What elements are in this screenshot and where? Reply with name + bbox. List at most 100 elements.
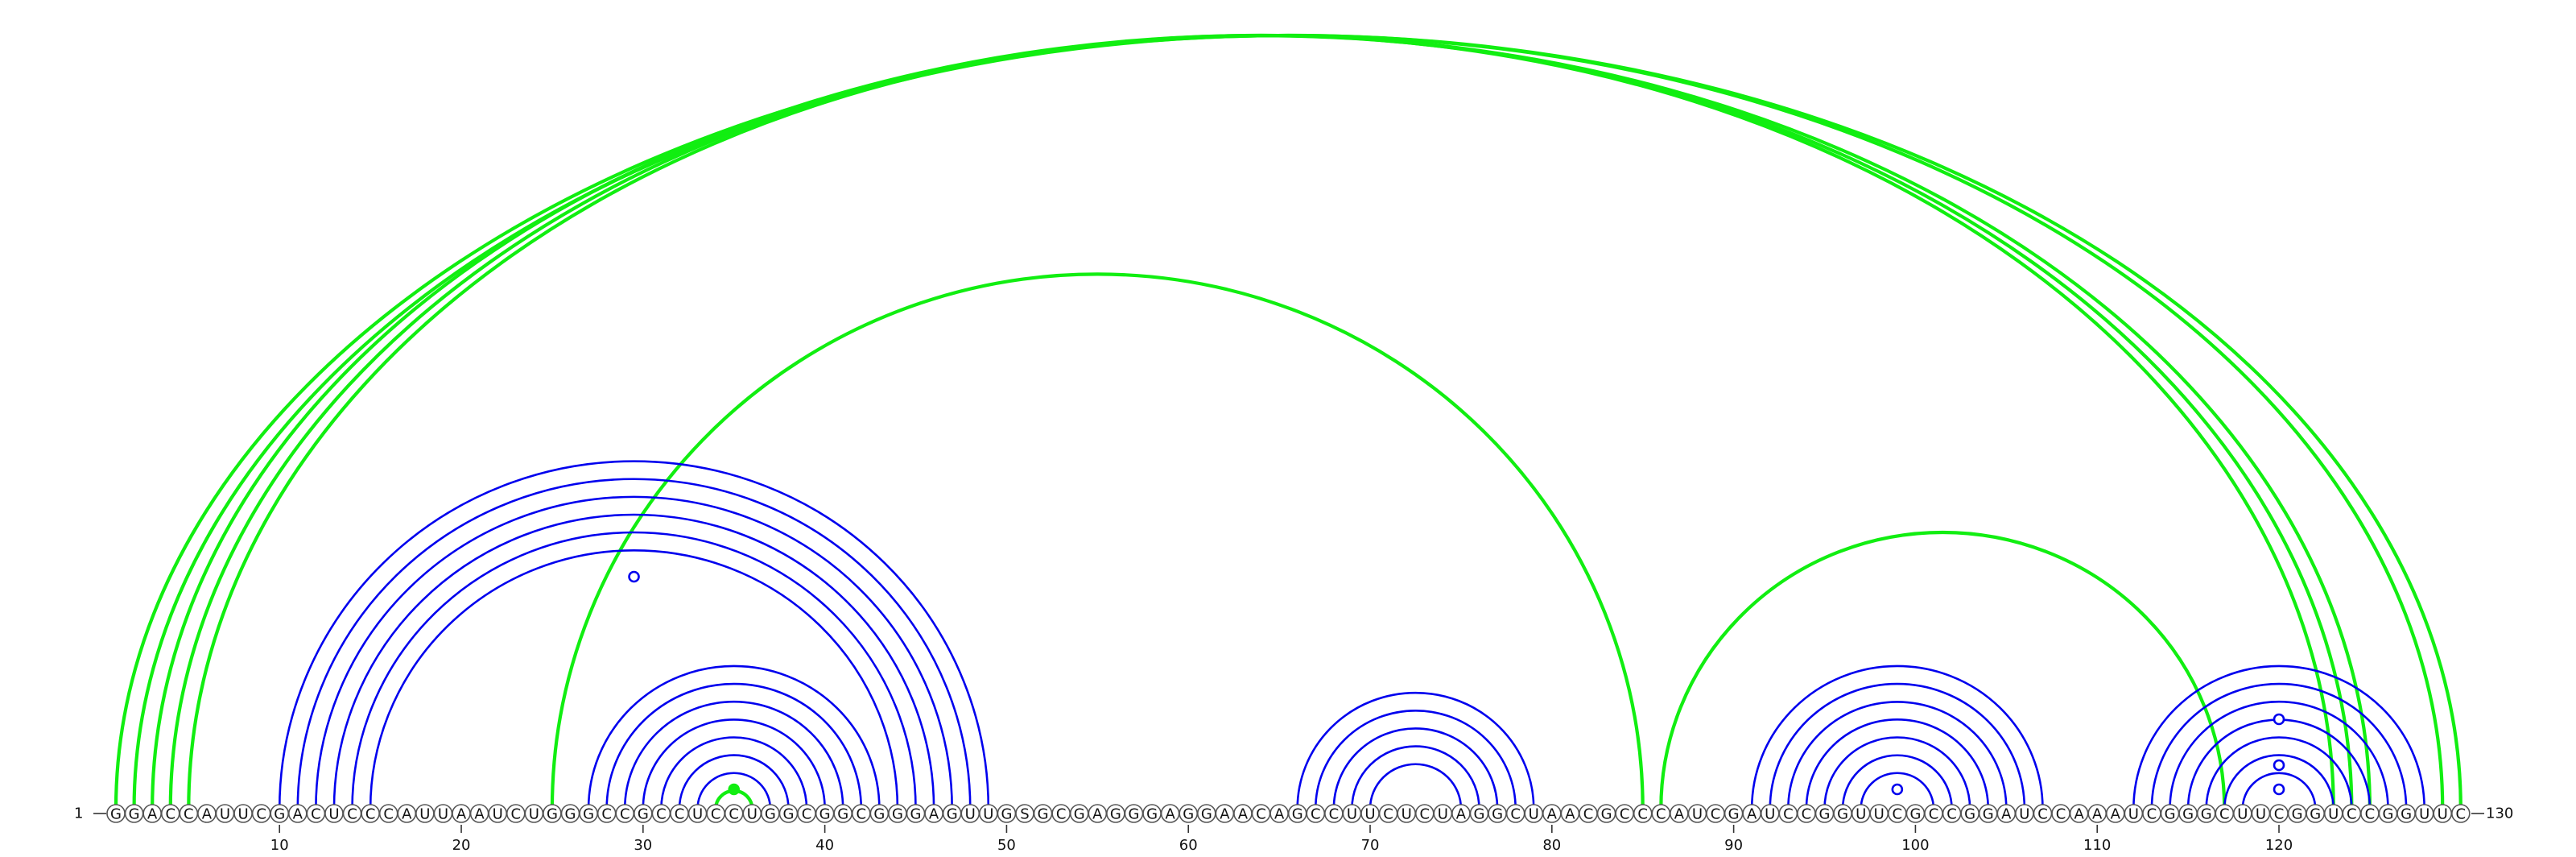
nucleotide-letter: S xyxy=(1020,806,1029,823)
nucleotide-letter: C xyxy=(1929,806,1939,823)
blue-arc xyxy=(1351,745,1480,809)
nucleotide-letter: U xyxy=(1402,806,1412,823)
nucleotide-letter: U xyxy=(2019,806,2029,823)
arc-marker xyxy=(728,783,741,796)
nucleotide-letter: C xyxy=(2219,806,2230,823)
nucleotide-letter: A xyxy=(2111,806,2121,823)
nucleotide-letter: C xyxy=(1946,806,1957,823)
sequence-end-label: 130 xyxy=(2486,805,2513,822)
nucleotide-letter: U xyxy=(2328,806,2339,823)
nucleotide-letter: A xyxy=(1674,806,1685,823)
nucleotide-letter: A xyxy=(1220,806,1230,823)
tick-label: 60 xyxy=(1179,837,1198,854)
blue-arc xyxy=(1314,710,1517,809)
blue-arc xyxy=(2169,700,2389,809)
nucleotide-letter: C xyxy=(1383,806,1393,823)
nucleotide-letter: G xyxy=(1964,806,1975,823)
nucleotide-letter: C xyxy=(1329,806,1340,823)
nucleotide-letter: C xyxy=(1583,806,1594,823)
blue-arc xyxy=(660,736,808,809)
blue-arc xyxy=(1860,772,1935,809)
blue-arc xyxy=(623,700,844,809)
nucleotide-letter: C xyxy=(601,806,612,823)
tick-label: 80 xyxy=(1542,837,1561,854)
tick-label: 30 xyxy=(634,837,652,854)
nucleotide-letter: C xyxy=(1711,806,1721,823)
nucleotide-letter: G xyxy=(1601,806,1612,823)
blue-arc xyxy=(2205,736,2353,809)
nucleotide-letter: C xyxy=(347,806,357,823)
tick-label: 10 xyxy=(270,837,289,854)
nucleotide-letter: U xyxy=(529,806,539,823)
nucleotide-letter: G xyxy=(873,806,885,823)
nucleotide-letter: U xyxy=(438,806,448,823)
tick-label: 50 xyxy=(997,837,1016,854)
nucleotide-letter: A xyxy=(1274,806,1285,823)
nucleotide-letter: G xyxy=(2182,806,2194,823)
nucleotide-letter: A xyxy=(1238,806,1249,823)
green-arc xyxy=(151,33,2372,809)
nucleotide-letter: A xyxy=(147,806,158,823)
blue-arc xyxy=(278,460,990,809)
tick-label: 100 xyxy=(1901,837,1929,854)
nucleotide-letter: C xyxy=(856,806,866,823)
nucleotide-letter: U xyxy=(1438,806,1448,823)
nucleotide-letter: C xyxy=(383,806,394,823)
nucleotide-letter: C xyxy=(256,806,266,823)
nucleotide-letter: G xyxy=(1129,806,1140,823)
nucleotide-letter: G xyxy=(892,806,903,823)
nucleotide-letter: C xyxy=(1656,806,1666,823)
nucleotide-letter: A xyxy=(402,806,412,823)
nucleotide-letter: U xyxy=(220,806,230,823)
nucleotide-letter: A xyxy=(1165,806,1175,823)
blue-arc xyxy=(587,664,881,809)
blue-arc xyxy=(678,754,790,809)
nucleotide-letter: A xyxy=(1747,806,1757,823)
nucleotide-letter: G xyxy=(1074,806,1085,823)
nucleotide-letter: A xyxy=(1456,806,1467,823)
nucleotide-letter: U xyxy=(983,806,993,823)
nucleotide-letter: U xyxy=(1856,806,1866,823)
tick-label: 20 xyxy=(452,837,471,854)
blue-arc xyxy=(2150,682,2408,809)
nucleotide-letter: G xyxy=(638,806,649,823)
nucleotide-letter: G xyxy=(110,806,122,823)
nucleotide-letter: U xyxy=(328,806,339,823)
nucleotide-letter: A xyxy=(474,806,485,823)
nucleotide-letter: U xyxy=(237,806,248,823)
green-arc xyxy=(187,33,2335,809)
nucleotide-letter: U xyxy=(2237,806,2248,823)
nucleotide-letter: G xyxy=(2201,806,2212,823)
nucleotide-letter: A xyxy=(2001,806,2012,823)
position-ticks: 10 20 30 40 50 60 70 80 90 100 110 120 xyxy=(270,825,2293,854)
nucleotide-letter: U xyxy=(1874,806,1885,823)
nucleotide-letter: C xyxy=(2037,806,2048,823)
nucleotide-letter: G xyxy=(819,806,831,823)
nucleotide-letter: A xyxy=(929,806,939,823)
arc-marker xyxy=(2273,783,2285,796)
blue-arc xyxy=(1805,718,1990,809)
sequence-start-label: 1 xyxy=(74,805,83,822)
nucleotide-letter: G xyxy=(1201,806,1212,823)
blue-arc xyxy=(642,718,826,809)
arc-marker xyxy=(628,570,640,583)
nucleotide-letter: C xyxy=(2147,806,2157,823)
nucleotide-letter: G xyxy=(1474,806,1485,823)
nucleotide-letter: G xyxy=(1728,806,1740,823)
blue-arc xyxy=(332,513,935,809)
nucleotide-letter: G xyxy=(2310,806,2321,823)
green-arc xyxy=(1659,530,2227,809)
nucleotide-letter: U xyxy=(1529,806,1539,823)
blue-arc xyxy=(1823,736,1971,809)
nucleotide-letter: U xyxy=(965,806,976,823)
blue-arc xyxy=(1296,691,1535,809)
nucleotide-letter: C xyxy=(1256,806,1266,823)
tick-label: 120 xyxy=(2265,837,2293,854)
green-arc xyxy=(550,272,1645,809)
nucleotide-letter: G xyxy=(1110,806,1121,823)
nucleotide-letter: G xyxy=(1001,806,1012,823)
arc-markers-layer xyxy=(628,570,2285,796)
nucleotide-letter: U xyxy=(1765,806,1775,823)
nucleotide-letter: C xyxy=(2365,806,2376,823)
